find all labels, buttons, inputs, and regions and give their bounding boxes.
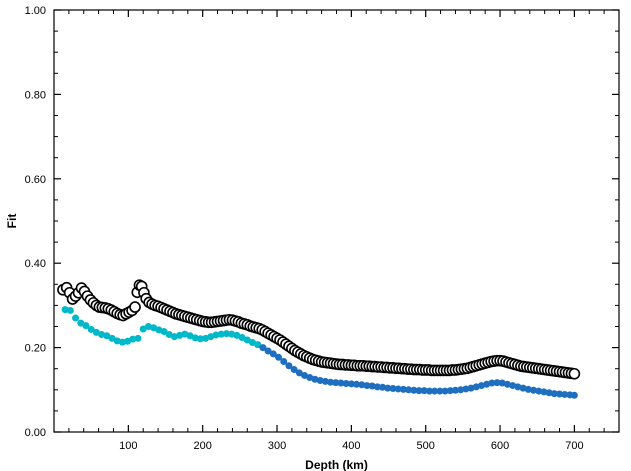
data-point <box>410 386 418 394</box>
y-tick-label: 0.40 <box>25 258 46 270</box>
data-point <box>415 387 423 395</box>
data-point <box>436 387 444 395</box>
x-tick-label: 500 <box>417 440 435 452</box>
data-point <box>332 379 340 387</box>
data-point <box>561 390 569 398</box>
data-point <box>290 366 298 374</box>
data-point <box>316 377 324 385</box>
data-point <box>570 391 578 399</box>
y-tick-label: 0.00 <box>25 427 46 439</box>
data-point <box>295 369 303 377</box>
y-tick-label: 0.20 <box>25 343 46 355</box>
data-point <box>108 334 116 342</box>
data-point <box>82 322 90 330</box>
data-point <box>394 385 402 393</box>
data-point <box>134 334 142 342</box>
x-tick-label: 300 <box>268 440 286 452</box>
data-point <box>321 377 329 385</box>
data-point <box>238 333 246 341</box>
data-point <box>280 358 288 366</box>
data-point <box>441 387 449 395</box>
data-point <box>556 390 564 398</box>
data-point <box>373 383 381 391</box>
data-point <box>368 382 376 390</box>
series-cyan-filled-circles <box>61 306 262 349</box>
data-point <box>66 306 74 314</box>
data-point <box>87 325 95 333</box>
x-tick-label: 400 <box>342 440 360 452</box>
data-point <box>399 385 407 393</box>
data-point <box>342 379 350 387</box>
y-tick-label: 1.00 <box>25 5 46 17</box>
data-point <box>389 385 397 393</box>
data-point <box>160 328 168 336</box>
data-point <box>420 387 428 395</box>
data-point <box>530 386 538 394</box>
data-point <box>446 387 454 395</box>
data-point <box>347 380 355 388</box>
data-point <box>103 332 111 340</box>
data-point <box>222 330 230 338</box>
data-point <box>358 381 366 389</box>
data-point <box>243 336 251 344</box>
data-point <box>129 335 137 343</box>
data-point <box>384 384 392 392</box>
x-tick-label: 200 <box>194 440 212 452</box>
data-point <box>353 380 361 388</box>
series-black-open-circles <box>57 279 581 380</box>
data-point <box>77 319 85 327</box>
data-point <box>379 383 387 391</box>
data-point <box>535 387 543 395</box>
data-point <box>196 335 204 343</box>
x-tick-label: 100 <box>119 440 137 452</box>
data-point <box>550 390 558 398</box>
data-point <box>568 367 581 380</box>
data-point <box>405 386 413 394</box>
data-point <box>212 331 220 339</box>
data-point <box>451 386 459 394</box>
y-axis-title: Fit <box>5 214 19 229</box>
data-point <box>269 350 277 358</box>
data-point <box>264 347 272 355</box>
data-point <box>545 389 553 397</box>
x-tick-label: 700 <box>565 440 583 452</box>
data-point <box>285 362 293 370</box>
data-point <box>363 382 371 390</box>
data-point <box>540 388 548 396</box>
data-point <box>254 341 262 349</box>
x-tick-label: 600 <box>491 440 509 452</box>
data-point <box>488 379 496 387</box>
data-point <box>61 306 69 314</box>
data-point <box>191 334 199 342</box>
data-point <box>425 387 433 395</box>
data-point <box>524 385 532 393</box>
y-tick-label: 0.80 <box>25 89 46 101</box>
data-point <box>462 385 470 393</box>
data-point <box>457 386 465 394</box>
data-point <box>259 344 267 352</box>
data-point <box>337 379 345 387</box>
data-point <box>118 338 126 346</box>
y-tick-label: 0.60 <box>25 174 46 186</box>
data-point <box>217 330 225 338</box>
series-blue-filled-circles <box>259 344 578 399</box>
data-point <box>493 379 501 387</box>
data-point <box>129 301 141 313</box>
x-axis-title: Depth (km) <box>305 458 368 471</box>
data-point <box>431 387 439 395</box>
data-point <box>275 353 283 361</box>
data-point <box>139 325 147 333</box>
data-point <box>327 378 335 386</box>
data-point <box>72 314 80 322</box>
